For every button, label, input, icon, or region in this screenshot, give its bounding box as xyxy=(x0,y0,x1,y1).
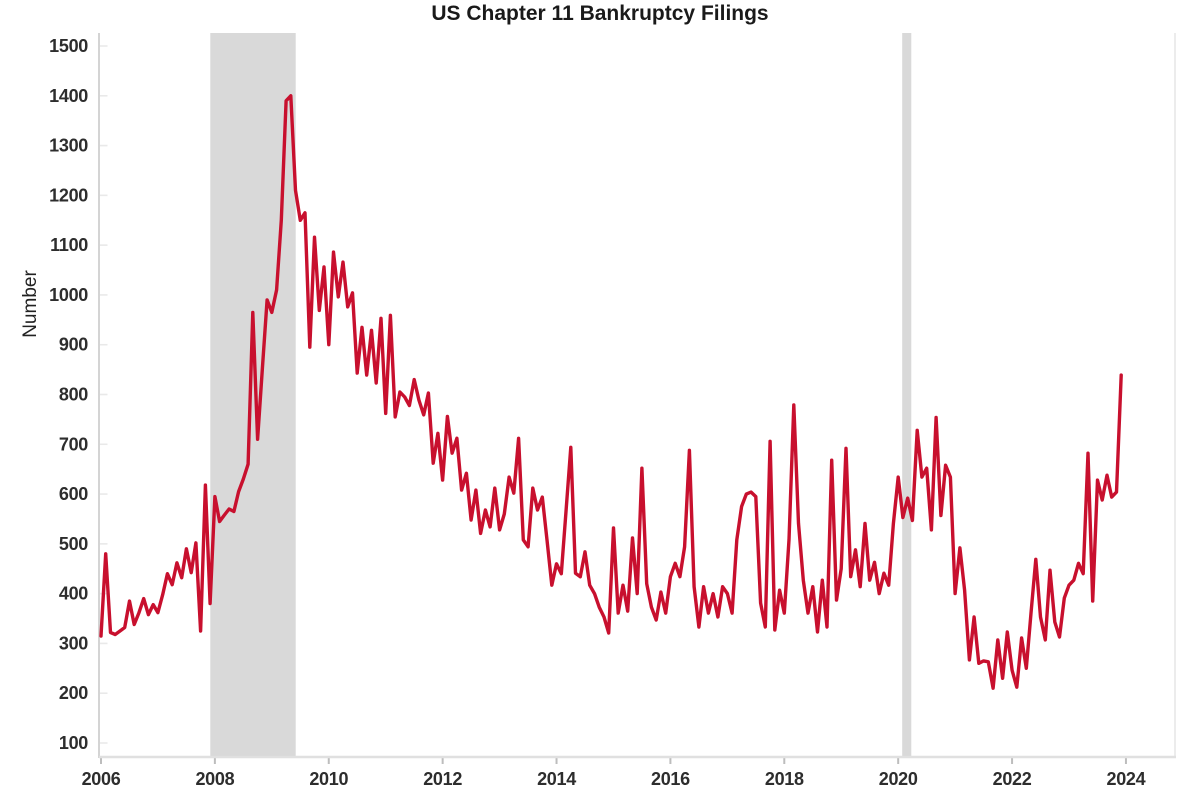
y-tick-label: 1300 xyxy=(49,136,88,156)
y-tick-label: 1000 xyxy=(49,285,88,305)
x-tick-label: 2022 xyxy=(993,769,1032,789)
y-tick-label: 1200 xyxy=(49,185,88,205)
y-tick-label: 900 xyxy=(59,335,88,355)
x-tick-label: 2014 xyxy=(537,769,576,789)
y-tick-label: 700 xyxy=(59,434,88,454)
x-tick-label: 2006 xyxy=(82,769,121,789)
recession-band-covid-recession xyxy=(902,33,912,757)
y-tick-label: 800 xyxy=(59,385,88,405)
x-tick-label: 2018 xyxy=(765,769,804,789)
x-tick-label: 2012 xyxy=(423,769,462,789)
y-tick-label: 100 xyxy=(59,733,88,753)
y-tick-label: 200 xyxy=(59,683,88,703)
recession-band-great-recession xyxy=(210,33,296,757)
x-tick-label: 2020 xyxy=(879,769,918,789)
x-tick-label: 2016 xyxy=(651,769,690,789)
x-tick-label: 2024 xyxy=(1107,769,1146,789)
x-tick-label: 2008 xyxy=(195,769,234,789)
y-tick-label: 400 xyxy=(59,584,88,604)
y-tick-label: 600 xyxy=(59,484,88,504)
x-tick-label: 2010 xyxy=(309,769,348,789)
series-line-chapter11-filings xyxy=(99,94,1123,690)
chart-title: US Chapter 11 Bankruptcy Filings xyxy=(431,2,769,25)
y-tick-label: 300 xyxy=(59,633,88,653)
y-tick-label: 1500 xyxy=(49,36,88,56)
y-tick-label: 1100 xyxy=(50,235,88,255)
y-tick-label: 500 xyxy=(59,534,88,554)
y-tick-label: 1400 xyxy=(49,86,88,106)
